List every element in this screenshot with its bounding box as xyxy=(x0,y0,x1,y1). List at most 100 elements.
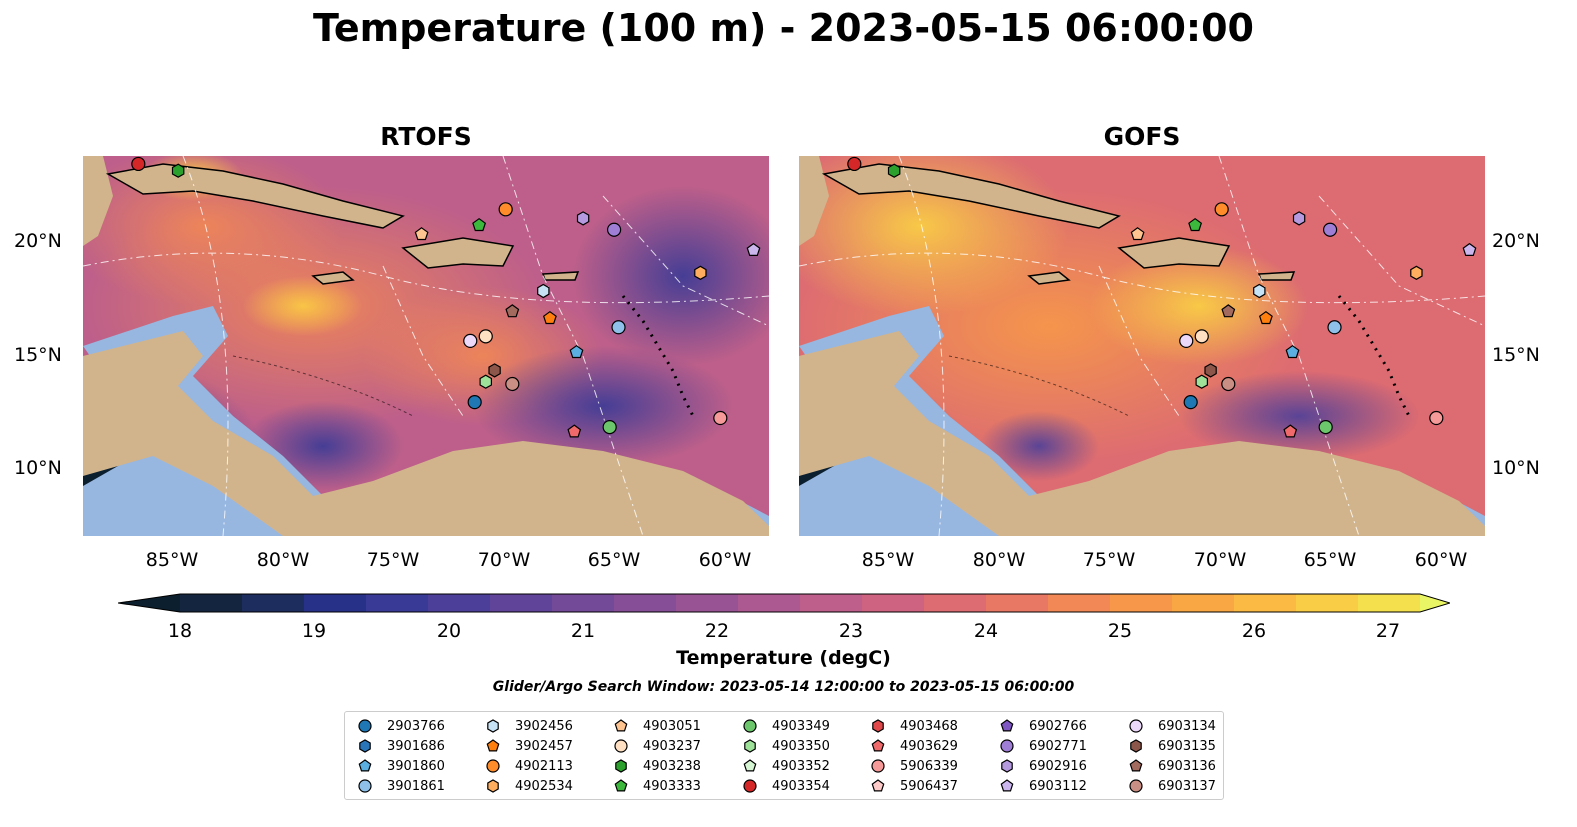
float-marker-6902916[interactable] xyxy=(1292,211,1306,226)
float-marker-4903051[interactable] xyxy=(1130,227,1145,241)
legend-label: 2903766 xyxy=(387,718,445,734)
float-marker-3901860[interactable] xyxy=(1285,344,1300,359)
circle-marker-icon xyxy=(1129,779,1143,793)
legend-label: 4903238 xyxy=(643,758,701,774)
legend-item-5906339: 5906339 xyxy=(870,756,958,776)
float-marker-6903137[interactable] xyxy=(1221,376,1236,392)
float-marker-4903349[interactable] xyxy=(602,420,617,435)
colorbar-tick: 25 xyxy=(1107,620,1133,642)
central-south-america-land xyxy=(799,331,1485,536)
legend-item-6903135: 6903135 xyxy=(1128,736,1216,756)
float-marker-4903350[interactable] xyxy=(479,374,492,389)
float-marker-4903629[interactable] xyxy=(567,424,582,438)
pentagon-marker-icon xyxy=(1000,779,1014,792)
float-marker-4903051[interactable] xyxy=(414,227,429,241)
hexagon-marker-icon xyxy=(744,739,756,753)
legend-item-4903629: 4903629 xyxy=(870,736,958,756)
hexagon-marker-icon xyxy=(487,719,499,733)
legend-item-2903766: 2903766 xyxy=(357,716,445,736)
legend-label: 3901860 xyxy=(387,758,445,774)
float-marker-2903766[interactable] xyxy=(1183,395,1198,410)
float-marker-6903136[interactable] xyxy=(1221,304,1236,318)
float-marker-4903333[interactable] xyxy=(472,217,487,232)
gofs-panel-title: GOFS xyxy=(1103,122,1181,151)
colorbar-segment xyxy=(552,594,615,612)
circle-marker-icon xyxy=(486,759,500,773)
legend-item-6902916: 6902916 xyxy=(999,756,1087,776)
float-marker-6902916[interactable] xyxy=(576,211,590,226)
float-marker-6902771[interactable] xyxy=(1322,222,1338,237)
float-marker-4903238[interactable] xyxy=(887,163,901,178)
temperature-colorbar xyxy=(118,593,1450,613)
legend-item-3901686: 3901686 xyxy=(357,736,445,756)
float-marker-6902771[interactable] xyxy=(606,222,622,237)
circle-marker-icon xyxy=(871,759,885,773)
float-marker-4902113[interactable] xyxy=(1214,202,1229,217)
float-marker-3902456[interactable] xyxy=(537,283,550,299)
float-marker-6903136[interactable] xyxy=(505,304,520,318)
float-marker-3901861[interactable] xyxy=(611,320,626,335)
float-marker-4903237[interactable] xyxy=(478,329,493,344)
legend-item-4903237: 4903237 xyxy=(613,736,701,756)
float-marker-6903134[interactable] xyxy=(1179,333,1194,348)
lon-label-60w: 60°W xyxy=(698,549,752,571)
float-marker-2903766[interactable] xyxy=(467,395,482,410)
lat-label-20n-right: 20°N xyxy=(1492,230,1540,252)
legend-label: 4903333 xyxy=(643,778,701,794)
float-marker-4903349[interactable] xyxy=(1318,420,1333,435)
float-marker-4903237[interactable] xyxy=(1194,329,1209,344)
float-marker-6903134[interactable] xyxy=(463,333,478,348)
hispaniola-land xyxy=(1117,237,1231,269)
float-marker-4903354[interactable] xyxy=(131,156,146,172)
colorbar-over-arrow xyxy=(1420,594,1450,612)
float-marker-3902457[interactable] xyxy=(1258,310,1273,325)
lat-label-15n-left: 15°N xyxy=(14,344,62,366)
float-marker-3901860[interactable] xyxy=(569,344,584,359)
float-marker-3902457[interactable] xyxy=(542,310,557,325)
hexagon-marker-icon xyxy=(487,779,499,793)
lon-label-75w: 75°W xyxy=(1082,549,1136,571)
lon-label-65w: 65°W xyxy=(1303,549,1357,571)
legend-label: 3901861 xyxy=(387,778,445,794)
float-marker-6903112[interactable] xyxy=(1462,242,1477,257)
float-marker-4903238[interactable] xyxy=(171,163,185,178)
float-marker-6903135[interactable] xyxy=(488,363,501,378)
gofs-map[interactable] xyxy=(799,156,1485,536)
colorbar-segment xyxy=(924,594,987,612)
float-marker-4903333[interactable] xyxy=(1188,217,1203,232)
legend-item-4903350: 4903350 xyxy=(742,736,830,756)
legend-item-6902766: 6902766 xyxy=(999,716,1087,736)
hexagon-marker-icon xyxy=(359,739,371,753)
float-marker-5906339[interactable] xyxy=(1429,410,1444,426)
float-marker-4902534[interactable] xyxy=(694,265,707,280)
jamaica-land xyxy=(311,271,355,285)
float-marker-6903137[interactable] xyxy=(505,376,520,392)
float-marker-4902113[interactable] xyxy=(498,202,513,217)
float-marker-4902534[interactable] xyxy=(1410,265,1423,280)
legend-label: 6902916 xyxy=(1029,758,1087,774)
colorbar-segment xyxy=(1296,594,1359,612)
pentagon-marker-icon xyxy=(871,779,885,792)
legend-item-4903352: 4903352 xyxy=(742,756,830,776)
float-marker-3901861[interactable] xyxy=(1327,320,1342,335)
rtofs-map[interactable] xyxy=(83,156,769,536)
float-marker-4903629[interactable] xyxy=(1283,424,1298,438)
legend-label: 4903354 xyxy=(772,778,830,794)
legend-item-3901861: 3901861 xyxy=(357,776,445,796)
float-marker-4903350[interactable] xyxy=(1195,374,1208,389)
lon-label-60w: 60°W xyxy=(1414,549,1468,571)
legend-item-3901860: 3901860 xyxy=(357,756,445,776)
colorbar-segment xyxy=(738,594,801,612)
float-marker-6903112[interactable] xyxy=(746,242,761,257)
puerto-rico-land xyxy=(541,271,580,281)
legend-item-4903349: 4903349 xyxy=(742,716,830,736)
colorbar-segment xyxy=(490,594,553,612)
float-marker-4903354[interactable] xyxy=(847,156,862,172)
lat-label-10n-right: 10°N xyxy=(1492,457,1540,479)
cuba-land xyxy=(821,163,1121,229)
float-marker-6903135[interactable] xyxy=(1204,363,1217,378)
float-marker-5906339[interactable] xyxy=(713,410,728,426)
colorbar-tick: 27 xyxy=(1375,620,1401,642)
colorbar-tick: 26 xyxy=(1241,620,1267,642)
float-marker-3902456[interactable] xyxy=(1253,283,1266,299)
